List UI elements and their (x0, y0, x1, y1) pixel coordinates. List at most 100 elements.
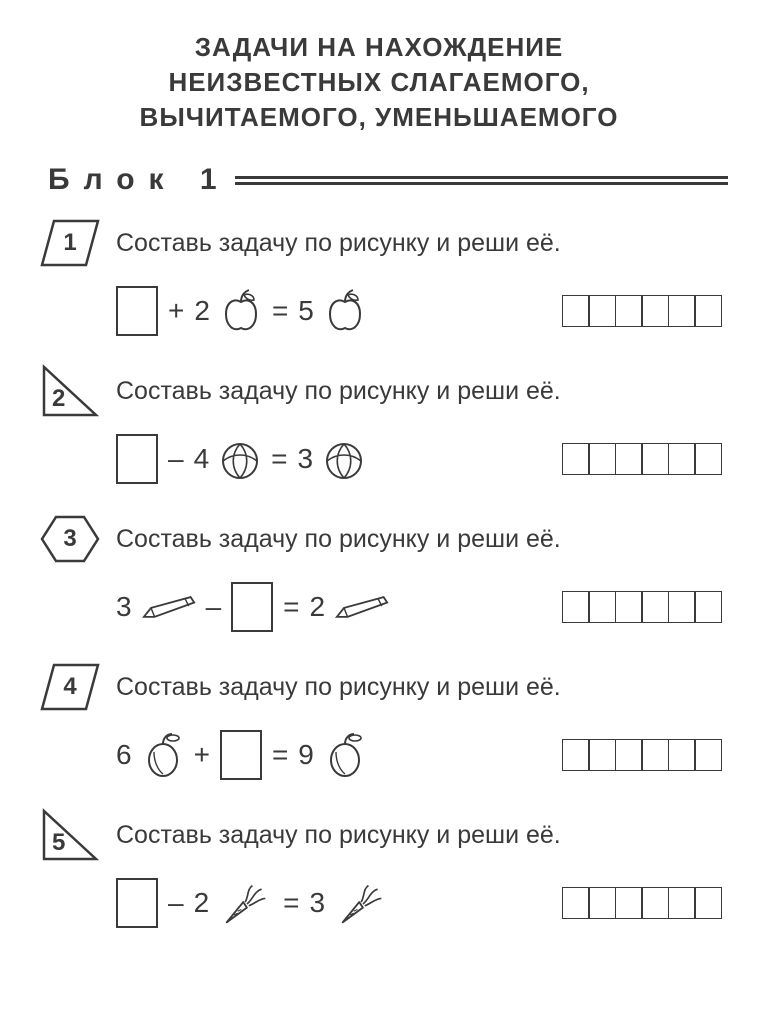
title-line-1: ЗАДАЧИ НА НАХОЖДЕНИЕ (30, 30, 728, 65)
answer-cell[interactable] (668, 443, 696, 475)
answer-cell[interactable] (694, 887, 722, 919)
answer-grid[interactable] (562, 295, 723, 327)
equation-row: 6+=9 (116, 729, 728, 781)
answer-cell[interactable] (615, 739, 643, 771)
problem-prompt: Составь задачу по рисунку и реши её. (116, 228, 561, 258)
equation-number: 3 (298, 443, 314, 475)
equation-operator: – (168, 443, 184, 475)
answer-cell[interactable] (668, 295, 696, 327)
ball-icon (323, 436, 365, 482)
problem-number: 1 (40, 215, 100, 271)
answer-cell[interactable] (694, 739, 722, 771)
answer-cell[interactable] (562, 295, 590, 327)
equation: –4=3 (116, 434, 365, 484)
equation-number: 9 (298, 739, 314, 771)
answer-cell[interactable] (641, 443, 669, 475)
block-header: Блок 1 (48, 163, 728, 197)
equation-operator: – (206, 591, 222, 623)
problems-list: 1Составь задачу по рисунку и реши её.+2=… (30, 215, 728, 929)
carrot-icon (335, 880, 389, 926)
equation-row: 3 – = 2 (116, 581, 728, 633)
answer-cell[interactable] (615, 591, 643, 623)
equation-operator: + (194, 739, 210, 771)
problem-marker: 1 (40, 215, 100, 271)
problem: 2Составь задачу по рисунку и реши её.–4=… (40, 363, 728, 485)
problem-prompt: Составь задачу по рисунку и реши её. (116, 672, 561, 702)
equation: 6+=9 (116, 730, 366, 780)
blank-box[interactable] (116, 434, 158, 484)
equation-operator: + (168, 295, 184, 327)
title-line-3: ВЫЧИТАЕМОГО, УМЕНЬШАЕМОГО (30, 100, 728, 135)
answer-cell[interactable] (641, 739, 669, 771)
equation-number: 2 (194, 887, 210, 919)
apple-icon (220, 288, 262, 334)
problem: 1 Составь задачу по рисунку и реши её. +2=… (40, 215, 728, 337)
problem-number: 2 (40, 363, 100, 419)
problem-prompt: Составь задачу по рисунку и реши её. (116, 820, 561, 850)
problem-marker: 4 (40, 659, 100, 715)
equation-operator: = (271, 443, 287, 475)
answer-cell[interactable] (562, 443, 590, 475)
answer-cell[interactable] (615, 887, 643, 919)
problem: 3 Составь задачу по рисунку и реши её. 3 – =… (40, 511, 728, 633)
problem: 5 Составь задачу по рисунку и реши её. –2 =… (40, 807, 728, 929)
answer-cell[interactable] (588, 295, 616, 327)
answer-cell[interactable] (641, 591, 669, 623)
problem-number: 3 (40, 511, 100, 567)
equation-number: 3 (310, 887, 326, 919)
equation-number: 3 (116, 591, 132, 623)
problem-header: 2 Составь задачу по рисунку и реши её. (40, 363, 728, 419)
answer-cell[interactable] (615, 295, 643, 327)
equation-operator: – (168, 887, 184, 919)
equation-number: 2 (310, 591, 326, 623)
answer-grid[interactable] (562, 739, 723, 771)
pencil-icon (335, 584, 389, 630)
ball-icon (219, 436, 261, 482)
answer-cell[interactable] (668, 887, 696, 919)
problem-number: 5 (40, 807, 100, 863)
equation-number: 2 (194, 295, 210, 327)
answer-cell[interactable] (615, 443, 643, 475)
page-title: ЗАДАЧИ НА НАХОЖДЕНИЕ НЕИЗВЕСТНЫХ СЛАГАЕМ… (30, 30, 728, 135)
answer-cell[interactable] (641, 887, 669, 919)
answer-cell[interactable] (588, 739, 616, 771)
equation-row: –2 = 3 (116, 877, 728, 929)
block-rule (235, 173, 728, 188)
answer-cell[interactable] (562, 887, 590, 919)
apple-icon (324, 288, 366, 334)
equation-row: +2=5 (116, 285, 728, 337)
answer-cell[interactable] (668, 591, 696, 623)
answer-cell[interactable] (588, 887, 616, 919)
blank-box[interactable] (231, 582, 273, 632)
answer-cell[interactable] (641, 295, 669, 327)
answer-cell[interactable] (694, 295, 722, 327)
answer-grid[interactable] (562, 443, 723, 475)
equation: –2 = 3 (116, 878, 389, 928)
blank-box[interactable] (220, 730, 262, 780)
answer-cell[interactable] (694, 443, 722, 475)
equation-number: 5 (298, 295, 314, 327)
problem-marker: 3 (40, 511, 100, 567)
blank-box[interactable] (116, 878, 158, 928)
answer-cell[interactable] (668, 739, 696, 771)
problem-prompt: Составь задачу по рисунку и реши её. (116, 524, 561, 554)
problem-prompt: Составь задачу по рисунку и реши её. (116, 376, 561, 406)
equation-operator: = (283, 887, 299, 919)
answer-grid[interactable] (562, 887, 723, 919)
answer-cell[interactable] (562, 739, 590, 771)
answer-cell[interactable] (562, 591, 590, 623)
problem-header: 4 Составь задачу по рисунку и реши её. (40, 659, 728, 715)
blank-box[interactable] (116, 286, 158, 336)
problem-marker: 2 (40, 363, 100, 419)
problem-header: 1 Составь задачу по рисунку и реши её. (40, 215, 728, 271)
title-line-2: НЕИЗВЕСТНЫХ СЛАГАЕМОГО, (30, 65, 728, 100)
plum-icon (142, 732, 184, 778)
answer-cell[interactable] (694, 591, 722, 623)
equation-operator: = (283, 591, 299, 623)
problem-header: 3 Составь задачу по рисунку и реши её. (40, 511, 728, 567)
equation-number: 6 (116, 739, 132, 771)
answer-cell[interactable] (588, 443, 616, 475)
equation: 3 – = 2 (116, 582, 389, 632)
answer-grid[interactable] (562, 591, 723, 623)
answer-cell[interactable] (588, 591, 616, 623)
